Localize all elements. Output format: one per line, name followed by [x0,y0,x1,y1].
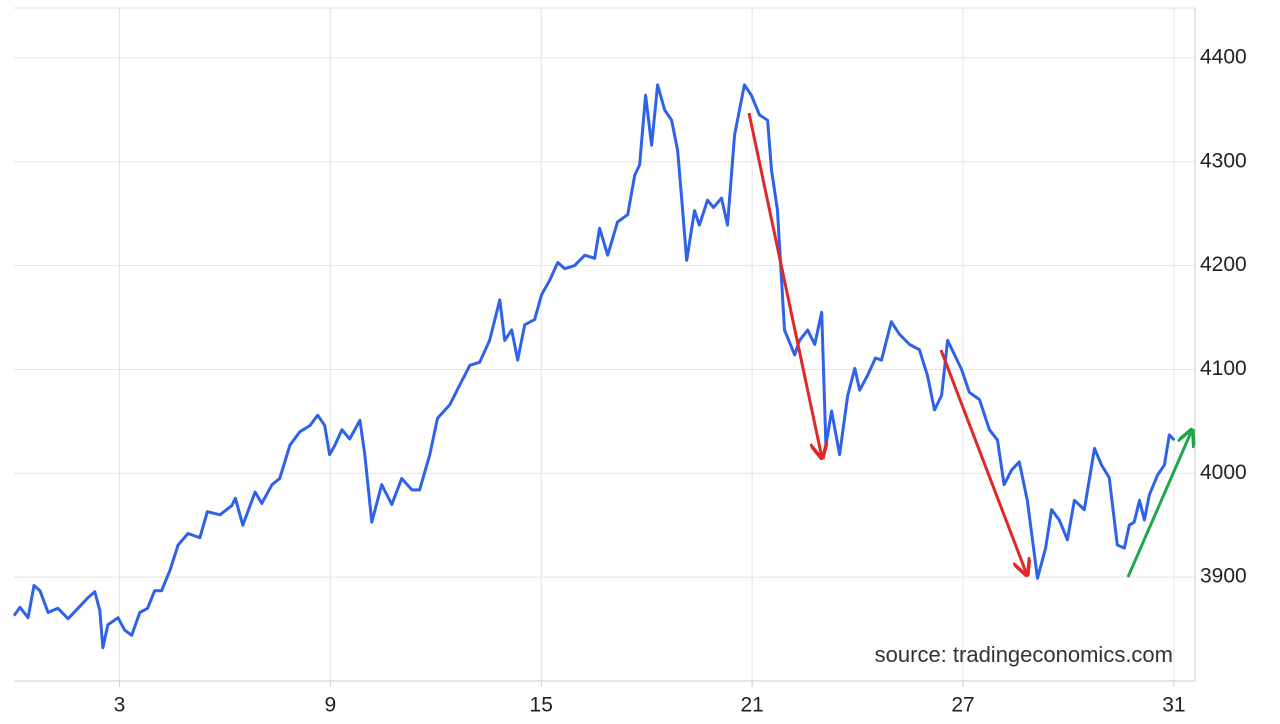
annotation-arrows [747,112,1192,578]
plot [12,83,1176,650]
x-tick-label: 27 [951,694,974,717]
up-arrow [1126,430,1192,578]
down-arrow [939,349,1027,575]
frame [14,7,1196,682]
x-tick-label: 15 [530,694,553,717]
y-tick-label: 4300 [1200,149,1247,172]
grid [14,8,1195,687]
y-tick-label: 4100 [1200,357,1247,380]
y-tick-label: 4000 [1200,461,1247,484]
down-arrow [747,112,822,458]
price-line [12,83,1176,650]
y-tick-label: 4400 [1200,45,1247,68]
x-tick-label: 21 [740,694,763,717]
x-tick-label: 9 [324,694,336,717]
x-tick-label: 3 [114,694,126,717]
source-note: source: tradingeconomics.com [875,642,1173,667]
y-tick-label: 4200 [1200,253,1247,276]
x-tick-label: 31 [1162,694,1185,717]
y-tick-label: 3900 [1200,565,1247,588]
